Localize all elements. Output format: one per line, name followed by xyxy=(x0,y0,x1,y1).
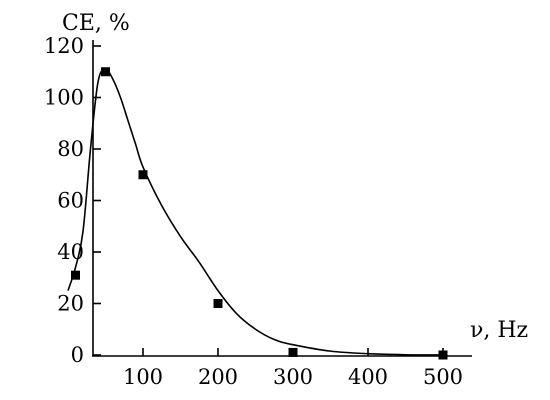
x-tick-label: 100 xyxy=(123,365,163,389)
fit-curve xyxy=(67,68,444,356)
axes xyxy=(92,40,472,357)
y-tick-label: 0 xyxy=(71,343,84,367)
y-tick-label: 120 xyxy=(44,34,84,58)
data-point xyxy=(71,270,80,280)
x-tick-label: 200 xyxy=(198,365,238,389)
y-axis-title: CE, % xyxy=(62,11,130,36)
data-point xyxy=(138,170,148,180)
data-point xyxy=(288,347,298,357)
y-tick-label: 80 xyxy=(57,137,84,161)
x-tick-label: 500 xyxy=(423,365,463,389)
x-tick-label: 400 xyxy=(348,365,388,389)
y-tick-label: 60 xyxy=(57,189,84,213)
data-point xyxy=(101,67,110,77)
data-points xyxy=(71,67,448,360)
x-axis-title: ν, Hz xyxy=(470,318,528,343)
x-tick-label: 300 xyxy=(273,365,313,389)
data-point xyxy=(213,299,223,308)
data-point xyxy=(438,350,448,360)
y-tick-label: 20 xyxy=(57,292,84,316)
y-tick-label: 100 xyxy=(44,86,84,110)
x-ticks: 100 200 300 400 500 xyxy=(123,348,463,389)
